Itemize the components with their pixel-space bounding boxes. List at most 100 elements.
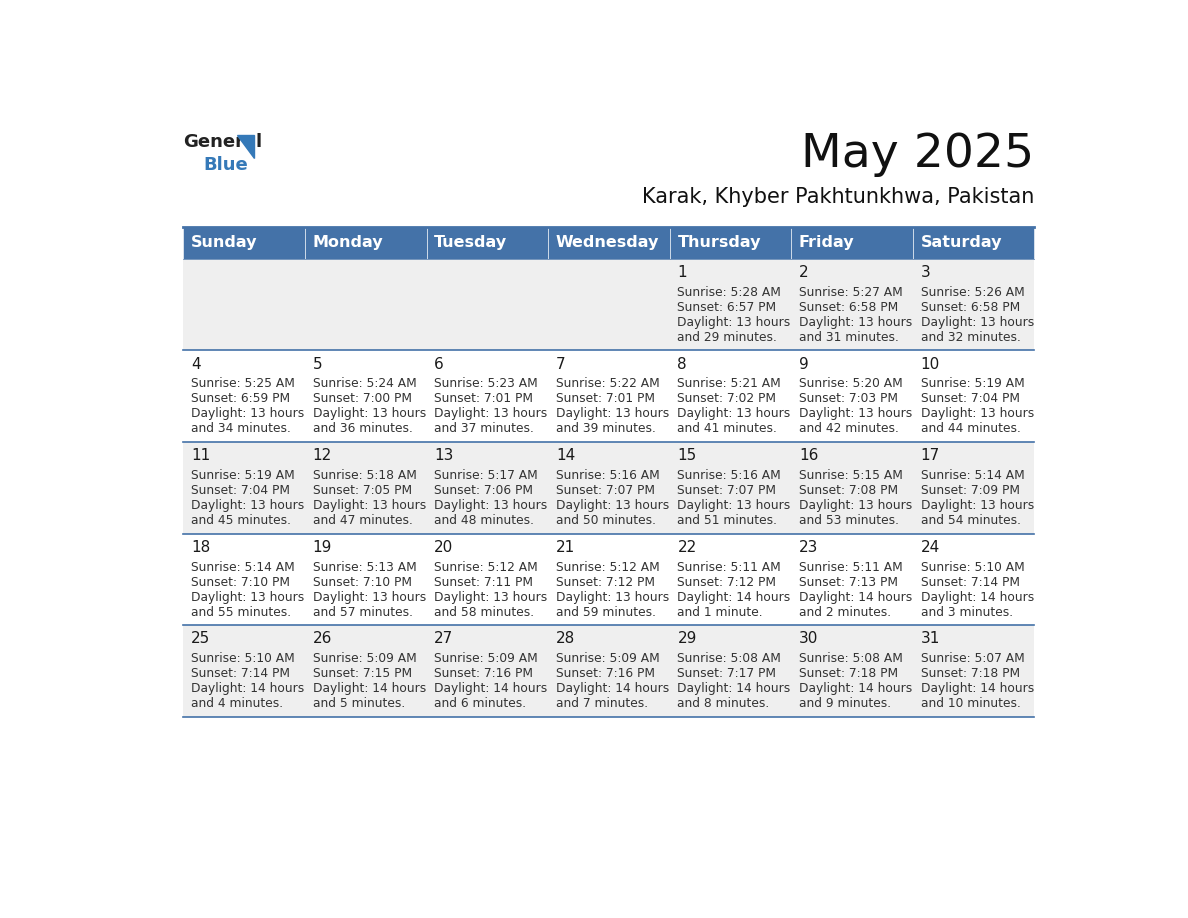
Text: 31: 31 (921, 632, 940, 646)
Text: Sunrise: 5:27 AM: Sunrise: 5:27 AM (800, 285, 903, 298)
Text: 16: 16 (800, 448, 819, 464)
Bar (426, 227, 548, 259)
Text: Sunrise: 5:19 AM: Sunrise: 5:19 AM (191, 469, 295, 482)
Text: Sunrise: 5:11 AM: Sunrise: 5:11 AM (677, 561, 782, 574)
Text: 2: 2 (800, 265, 809, 280)
Text: Sunset: 7:12 PM: Sunset: 7:12 PM (556, 576, 655, 588)
Text: and 36 minutes.: and 36 minutes. (312, 422, 412, 435)
Text: Monday: Monday (312, 236, 384, 251)
Text: Thursday: Thursday (677, 236, 760, 251)
Text: Sunset: 7:07 PM: Sunset: 7:07 PM (556, 484, 655, 497)
Text: and 50 minutes.: and 50 minutes. (556, 514, 656, 527)
Bar (183, 625, 1035, 717)
Text: Sunrise: 5:20 AM: Sunrise: 5:20 AM (800, 377, 903, 390)
Text: and 10 minutes.: and 10 minutes. (921, 698, 1020, 711)
Text: and 7 minutes.: and 7 minutes. (556, 698, 647, 711)
Bar (912, 227, 1035, 259)
Bar (548, 227, 670, 259)
Text: and 34 minutes.: and 34 minutes. (191, 422, 291, 435)
Text: and 59 minutes.: and 59 minutes. (556, 606, 656, 619)
Text: Sunrise: 5:10 AM: Sunrise: 5:10 AM (191, 653, 295, 666)
Text: General: General (183, 133, 263, 151)
Text: 19: 19 (312, 540, 333, 554)
Text: Sunset: 7:09 PM: Sunset: 7:09 PM (921, 484, 1019, 497)
Text: Sunrise: 5:09 AM: Sunrise: 5:09 AM (312, 653, 417, 666)
Text: Daylight: 13 hours: Daylight: 13 hours (435, 590, 548, 604)
Text: and 58 minutes.: and 58 minutes. (435, 606, 535, 619)
Text: Daylight: 13 hours: Daylight: 13 hours (677, 316, 791, 329)
Text: and 48 minutes.: and 48 minutes. (435, 514, 535, 527)
Text: Sunrise: 5:13 AM: Sunrise: 5:13 AM (312, 561, 417, 574)
Text: Daylight: 13 hours: Daylight: 13 hours (312, 590, 426, 604)
Text: Sunset: 7:14 PM: Sunset: 7:14 PM (921, 576, 1019, 588)
Text: and 45 minutes.: and 45 minutes. (191, 514, 291, 527)
Text: Sunrise: 5:09 AM: Sunrise: 5:09 AM (556, 653, 659, 666)
Text: 6: 6 (435, 356, 444, 372)
Text: Daylight: 14 hours: Daylight: 14 hours (191, 682, 304, 695)
Text: 28: 28 (556, 632, 575, 646)
Text: Daylight: 13 hours: Daylight: 13 hours (800, 316, 912, 329)
Text: Daylight: 13 hours: Daylight: 13 hours (556, 499, 669, 512)
Text: Wednesday: Wednesday (556, 236, 659, 251)
Polygon shape (236, 135, 254, 158)
Text: and 3 minutes.: and 3 minutes. (921, 606, 1012, 619)
Text: and 41 minutes.: and 41 minutes. (677, 422, 777, 435)
Text: Daylight: 13 hours: Daylight: 13 hours (800, 408, 912, 420)
Text: and 57 minutes.: and 57 minutes. (312, 606, 412, 619)
Text: Daylight: 14 hours: Daylight: 14 hours (921, 682, 1034, 695)
Text: 5: 5 (312, 356, 322, 372)
Bar (183, 442, 1035, 533)
Text: 18: 18 (191, 540, 210, 554)
Text: 10: 10 (921, 356, 940, 372)
Text: Sunset: 7:10 PM: Sunset: 7:10 PM (191, 576, 290, 588)
Text: Sunrise: 5:25 AM: Sunrise: 5:25 AM (191, 377, 295, 390)
Text: Sunset: 7:15 PM: Sunset: 7:15 PM (312, 667, 412, 680)
Text: and 5 minutes.: and 5 minutes. (312, 698, 405, 711)
Text: Sunrise: 5:28 AM: Sunrise: 5:28 AM (677, 285, 782, 298)
Bar (183, 351, 1035, 442)
Text: 21: 21 (556, 540, 575, 554)
Text: Sunset: 7:05 PM: Sunset: 7:05 PM (312, 484, 412, 497)
Text: and 9 minutes.: and 9 minutes. (800, 698, 891, 711)
Text: Sunset: 7:08 PM: Sunset: 7:08 PM (800, 484, 898, 497)
Text: 4: 4 (191, 356, 201, 372)
Text: 24: 24 (921, 540, 940, 554)
Text: 23: 23 (800, 540, 819, 554)
Text: 17: 17 (921, 448, 940, 464)
Text: Daylight: 13 hours: Daylight: 13 hours (677, 499, 791, 512)
Text: and 53 minutes.: and 53 minutes. (800, 514, 899, 527)
Text: Daylight: 13 hours: Daylight: 13 hours (191, 408, 304, 420)
Text: Sunset: 6:57 PM: Sunset: 6:57 PM (677, 301, 777, 314)
Text: Daylight: 13 hours: Daylight: 13 hours (800, 499, 912, 512)
Text: and 29 minutes.: and 29 minutes. (677, 330, 777, 343)
Text: and 37 minutes.: and 37 minutes. (435, 422, 535, 435)
Text: and 31 minutes.: and 31 minutes. (800, 330, 899, 343)
Text: Sunset: 7:04 PM: Sunset: 7:04 PM (921, 392, 1019, 406)
Text: Sunrise: 5:16 AM: Sunrise: 5:16 AM (677, 469, 782, 482)
Text: and 1 minute.: and 1 minute. (677, 606, 763, 619)
Text: Karak, Khyber Pakhtunkhwa, Pakistan: Karak, Khyber Pakhtunkhwa, Pakistan (642, 187, 1035, 207)
Text: Sunrise: 5:14 AM: Sunrise: 5:14 AM (191, 561, 295, 574)
Bar (791, 227, 912, 259)
Text: Sunset: 6:59 PM: Sunset: 6:59 PM (191, 392, 290, 406)
Text: Daylight: 13 hours: Daylight: 13 hours (435, 408, 548, 420)
Text: Sunrise: 5:19 AM: Sunrise: 5:19 AM (921, 377, 1024, 390)
Text: and 2 minutes.: and 2 minutes. (800, 606, 891, 619)
Text: 14: 14 (556, 448, 575, 464)
Text: Sunset: 7:16 PM: Sunset: 7:16 PM (435, 667, 533, 680)
Text: Sunset: 7:07 PM: Sunset: 7:07 PM (677, 484, 777, 497)
Text: and 51 minutes.: and 51 minutes. (677, 514, 777, 527)
Text: and 47 minutes.: and 47 minutes. (312, 514, 412, 527)
Text: Daylight: 13 hours: Daylight: 13 hours (921, 316, 1034, 329)
Text: Sunset: 7:10 PM: Sunset: 7:10 PM (312, 576, 412, 588)
Bar (183, 533, 1035, 625)
Text: Daylight: 14 hours: Daylight: 14 hours (435, 682, 548, 695)
Text: Sunset: 7:01 PM: Sunset: 7:01 PM (435, 392, 533, 406)
Text: Sunset: 7:17 PM: Sunset: 7:17 PM (677, 667, 777, 680)
Text: Daylight: 13 hours: Daylight: 13 hours (312, 408, 426, 420)
Text: and 54 minutes.: and 54 minutes. (921, 514, 1020, 527)
Text: 1: 1 (677, 265, 687, 280)
Text: Daylight: 13 hours: Daylight: 13 hours (921, 499, 1034, 512)
Text: Saturday: Saturday (921, 236, 1001, 251)
Text: Daylight: 13 hours: Daylight: 13 hours (435, 499, 548, 512)
